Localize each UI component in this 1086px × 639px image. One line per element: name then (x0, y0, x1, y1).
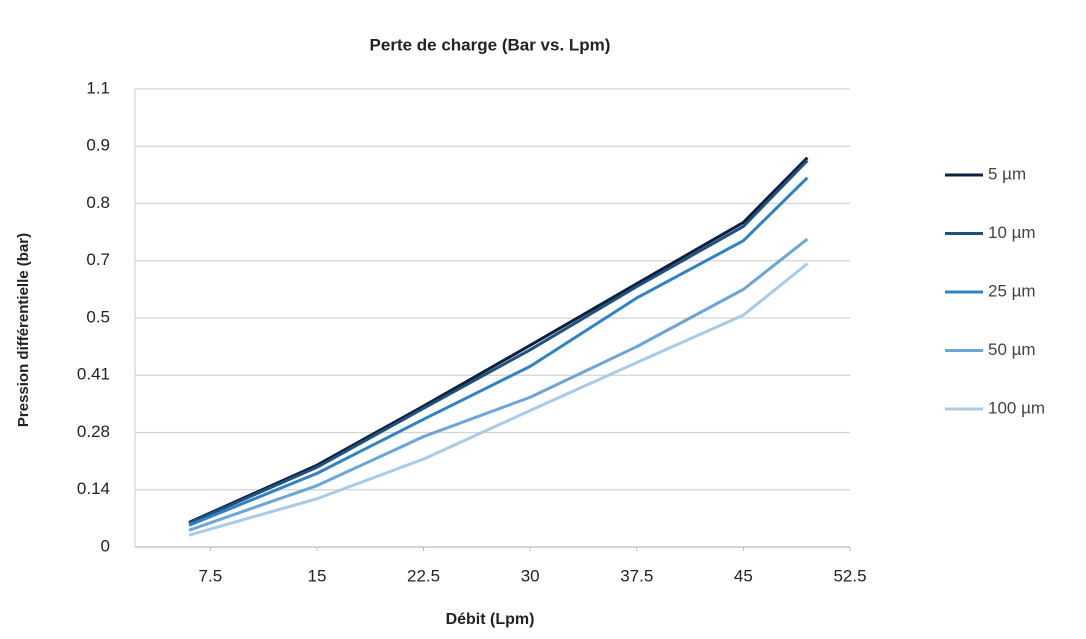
series-line (188, 237, 809, 532)
y-tick-label: 0.41 (77, 365, 110, 384)
legend-label: 25 µm (988, 281, 1036, 300)
legend-label: 5 µm (988, 164, 1026, 183)
series-line (188, 176, 809, 527)
y-tick-label: 0.14 (77, 479, 110, 498)
series-line (188, 156, 809, 524)
y-tick-label: 0 (101, 536, 110, 555)
x-tick-label: 30 (521, 566, 540, 585)
y-tick-label: 0.8 (86, 193, 110, 212)
x-tick-label: 37.5 (620, 566, 653, 585)
legend-label: 10 µm (988, 223, 1036, 242)
chart-title: Perte de charge (Bar vs. Lpm) (370, 35, 611, 54)
y-tick-label: 0.28 (77, 422, 110, 441)
y-tick-label: 0.5 (86, 307, 110, 326)
x-tick-label: 7.5 (199, 566, 223, 585)
y-tick-label: 0.9 (86, 136, 110, 155)
x-tick-label: 15 (307, 566, 326, 585)
x-tick-label: 52.5 (833, 566, 866, 585)
x-axis-label: Débit (Lpm) (446, 611, 535, 628)
y-tick-label: 1.1 (86, 78, 110, 97)
legend-label: 100 µm (988, 398, 1045, 417)
x-tick-label: 45 (734, 566, 753, 585)
x-tick-label: 22.5 (407, 566, 440, 585)
y-tick-label: 0.7 (86, 250, 110, 269)
series-line (188, 262, 809, 537)
legend-label: 50 µm (988, 340, 1036, 359)
series-line (188, 159, 809, 525)
y-axis-label: Pression différentielle (bar) (15, 233, 32, 427)
